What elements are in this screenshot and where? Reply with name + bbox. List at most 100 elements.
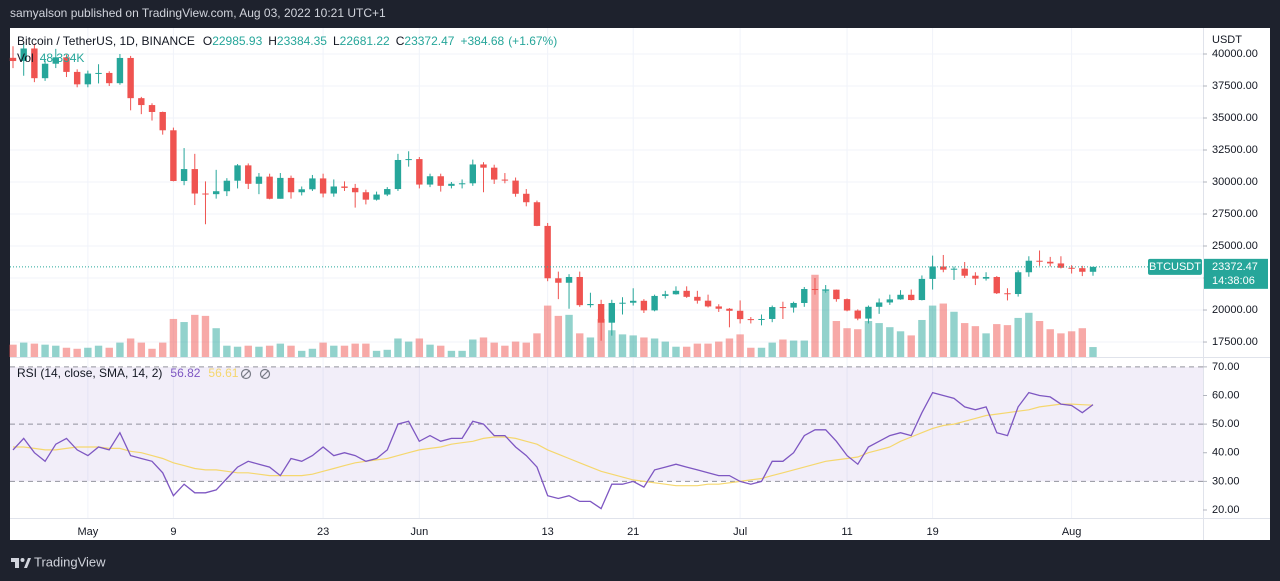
volume-bar xyxy=(169,318,178,357)
candle-body xyxy=(202,193,209,195)
candle-body xyxy=(918,278,926,301)
legend-close: 23372.47 xyxy=(404,34,454,48)
y-tick-label: 40000.00 xyxy=(1212,48,1258,60)
volume-bar xyxy=(725,338,734,357)
volume-bar xyxy=(30,343,39,357)
volume-bar xyxy=(779,339,787,357)
hide-icon[interactable] xyxy=(259,368,271,380)
volume-bar xyxy=(821,289,830,357)
volume-bar xyxy=(244,345,252,357)
candle-body xyxy=(394,159,402,190)
volume-bar xyxy=(212,328,220,357)
candle-body xyxy=(287,177,295,193)
rsi-legend-text: RSI (14, close, SMA, 14, 2) 56.82 56.61 xyxy=(17,366,239,380)
volume-bar xyxy=(715,341,723,357)
separators xyxy=(10,28,1270,540)
candle-body xyxy=(426,176,434,185)
candle-body xyxy=(929,266,936,279)
candle-body xyxy=(726,308,733,311)
brand: TradingView xyxy=(34,554,106,569)
candle-body xyxy=(886,299,894,303)
legend-icons xyxy=(240,368,271,380)
volume-bar xyxy=(907,335,915,357)
volume-bar xyxy=(52,345,60,357)
candle-body xyxy=(223,180,231,192)
legend-low: 22681.22 xyxy=(340,34,390,48)
candle-body xyxy=(694,296,701,301)
rsi-pane xyxy=(10,366,1203,510)
volume-bar xyxy=(426,344,434,357)
candle-body xyxy=(362,192,370,200)
y-tick-label: 30000.00 xyxy=(1212,176,1258,188)
hide-icon[interactable] xyxy=(240,368,252,380)
candle-body xyxy=(245,165,252,184)
candle-body xyxy=(982,276,990,279)
legend-key: H xyxy=(268,34,277,48)
candle-body xyxy=(608,302,616,323)
candle-body xyxy=(811,289,819,291)
y-tick-label: 60.00 xyxy=(1212,389,1240,401)
x-tick-label: May xyxy=(77,526,98,538)
candle-body xyxy=(1089,266,1097,272)
candle-body xyxy=(587,304,594,306)
candle-body xyxy=(127,57,134,99)
candle-body xyxy=(1068,267,1075,269)
candle-body xyxy=(544,225,551,279)
price-label: 23372.47 xyxy=(1212,261,1258,273)
volume-bar xyxy=(62,347,71,357)
candle-body xyxy=(480,164,487,168)
candle-body xyxy=(1036,260,1043,262)
candle-body xyxy=(1025,260,1033,273)
hide-icon-slash xyxy=(242,370,250,378)
volume-bar xyxy=(84,347,92,357)
volume-bar xyxy=(576,333,584,357)
candle-body xyxy=(576,276,583,306)
candle-body xyxy=(148,105,156,112)
volume-bar xyxy=(9,344,17,357)
volume-bar xyxy=(522,342,530,357)
volume-bar xyxy=(928,305,937,357)
y-tick-label: 37500.00 xyxy=(1212,80,1258,92)
candle-body xyxy=(736,310,744,320)
y-tick-label: 50.00 xyxy=(1212,418,1240,430)
rsi-value: 56.82 xyxy=(170,366,200,380)
volume-bar xyxy=(918,319,926,357)
candle-body xyxy=(309,178,316,190)
volume-bar xyxy=(886,327,894,357)
x-tick-label: Aug xyxy=(1062,526,1082,538)
volume-bar xyxy=(1046,329,1054,357)
candle-body xyxy=(159,111,166,131)
candle-body xyxy=(234,165,241,181)
main-legend: Bitcoin / TetherUS, 1D, BINANCE O22985.93… xyxy=(17,34,557,65)
y-tick-label: 32500.00 xyxy=(1212,144,1258,156)
candle-body xyxy=(512,180,519,194)
volume-bar xyxy=(982,333,990,357)
candle-body xyxy=(1014,272,1022,295)
volume-bar xyxy=(768,342,776,357)
volume-bar xyxy=(854,329,862,357)
candle-body xyxy=(106,72,113,84)
volume-bar xyxy=(832,321,841,357)
candle-body xyxy=(191,169,198,194)
volume-bar xyxy=(308,348,317,357)
y-tick-label: 17500.00 xyxy=(1212,336,1258,348)
volume-bar xyxy=(19,342,28,357)
symbol-label: BTCUSDT xyxy=(1149,261,1201,273)
volume-bar xyxy=(404,341,413,357)
candle-body xyxy=(865,306,872,319)
candle-body xyxy=(950,268,958,270)
candle-body xyxy=(180,169,188,181)
candle-body xyxy=(20,48,27,62)
candle-body xyxy=(41,63,49,79)
candle-body xyxy=(704,300,712,307)
x-tick-label: Jun xyxy=(410,526,428,538)
hide-icon-slash xyxy=(261,370,269,378)
volume-bar xyxy=(447,350,456,357)
rsi-sma-line xyxy=(13,403,1094,487)
candles xyxy=(9,43,1203,341)
candle-body xyxy=(993,276,1000,294)
candle-body xyxy=(779,307,787,309)
candle-body xyxy=(523,193,530,203)
volume-bar xyxy=(960,323,969,357)
y-tick-label: 25000.00 xyxy=(1212,240,1258,252)
